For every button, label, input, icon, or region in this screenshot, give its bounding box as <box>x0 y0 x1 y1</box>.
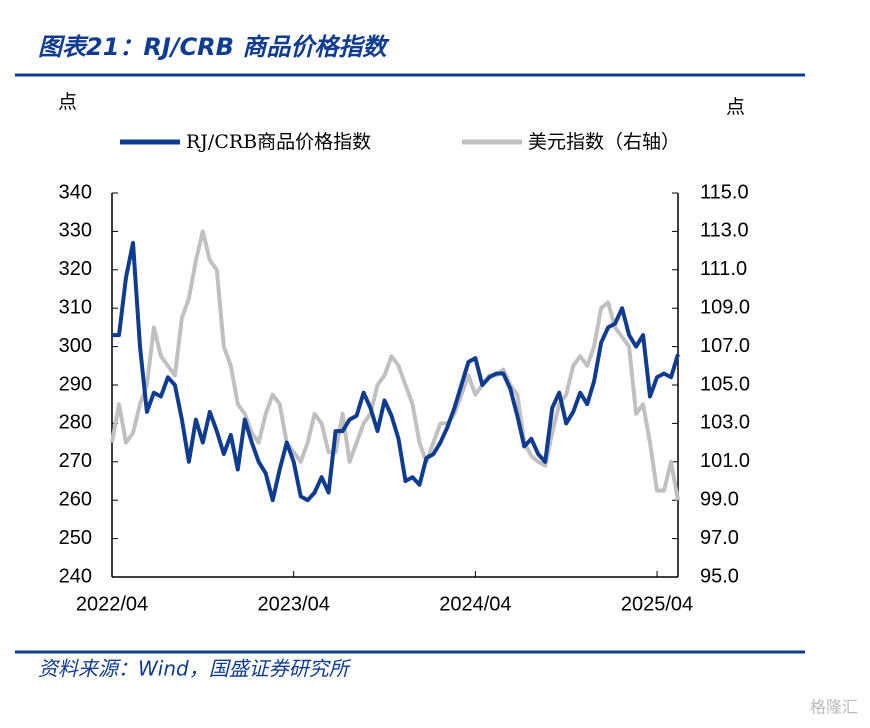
legend-label: RJ/CRB商品价格指数 <box>186 131 371 153</box>
x-tick-label: 2023/04 <box>258 593 330 615</box>
y2-tick-label: 109.0 <box>700 296 750 318</box>
y2-tick-label: 97.0 <box>700 527 739 549</box>
y2-tick-label: 115.0 <box>700 181 749 203</box>
y-tick-label: 320 <box>59 258 92 280</box>
y2-tick-label: 99.0 <box>700 488 739 510</box>
y-unit: 点 <box>58 91 77 113</box>
y2-tick-label: 111.0 <box>700 258 747 280</box>
x-tick-label: 2025/04 <box>621 593 693 615</box>
y2-tick-label: 113.0 <box>700 220 749 242</box>
series-line <box>110 229 680 501</box>
y-tick-label: 240 <box>59 565 92 587</box>
y-tick-label: 280 <box>59 412 92 434</box>
y-tick-label: 330 <box>59 220 92 242</box>
y2-unit: 点 <box>726 96 745 118</box>
legend-label: 美元指数（右轴） <box>528 131 680 153</box>
series-line <box>112 240 680 503</box>
y-tick-label: 300 <box>59 335 92 357</box>
y2-tick-label: 103.0 <box>700 412 750 434</box>
watermark: 格隆汇 <box>810 698 858 717</box>
y2-tick-label: 107.0 <box>700 335 750 357</box>
y2-tick-label: 101.0 <box>700 450 750 472</box>
x-tick-label: 2024/04 <box>439 593 511 615</box>
y-tick-label: 290 <box>59 373 92 395</box>
y-tick-label: 250 <box>59 527 92 549</box>
y-tick-label: 310 <box>59 296 92 318</box>
y-tick-label: 260 <box>59 488 92 510</box>
y-tick-label: 270 <box>59 450 92 472</box>
y-tick-label: 340 <box>59 181 92 203</box>
x-tick-label: 2022/04 <box>76 593 148 615</box>
chart-title: 图表21：RJ/CRB 商品价格指数 <box>38 33 390 61</box>
source: 资料来源：Wind，国盛证券研究所 <box>38 657 352 681</box>
y2-tick-label: 95.0 <box>700 565 739 587</box>
y2-tick-label: 105.0 <box>700 373 750 395</box>
